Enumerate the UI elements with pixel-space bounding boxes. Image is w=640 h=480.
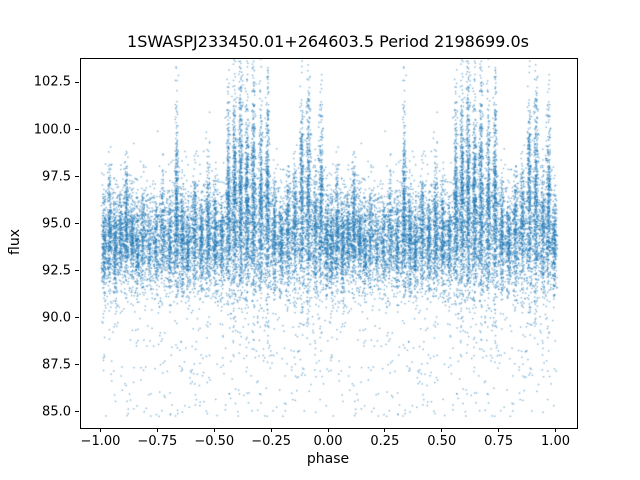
y-tick-label: 85.0 bbox=[42, 404, 71, 420]
x-tick-label: 0.25 bbox=[370, 434, 400, 449]
x-tick-mark bbox=[555, 428, 557, 432]
y-tick-label: 90.0 bbox=[42, 310, 71, 326]
y-tick-mark bbox=[75, 364, 79, 366]
x-tick-label: 0.50 bbox=[427, 434, 457, 449]
y-tick-mark bbox=[75, 270, 79, 272]
x-tick-mark bbox=[156, 428, 158, 432]
y-tick-label: 87.5 bbox=[42, 357, 71, 373]
y-tick-label: 97.5 bbox=[42, 169, 71, 185]
y-tick-mark bbox=[75, 129, 79, 131]
y-tick-mark bbox=[75, 317, 79, 319]
y-tick-label: 100.0 bbox=[33, 122, 71, 138]
x-tick-label: −0.50 bbox=[194, 434, 235, 449]
y-tick-label: 102.5 bbox=[33, 74, 71, 90]
x-tick-mark bbox=[213, 428, 215, 432]
y-tick-mark bbox=[75, 81, 79, 83]
x-tick-mark bbox=[270, 428, 272, 432]
scatter-canvas bbox=[81, 59, 577, 428]
plot-area bbox=[80, 58, 578, 429]
x-tick-mark bbox=[498, 428, 500, 432]
y-tick-label: 95.0 bbox=[42, 216, 71, 232]
x-tick-label: 1.00 bbox=[541, 434, 570, 449]
x-axis-label: phase bbox=[306, 451, 350, 467]
x-tick-label: −0.25 bbox=[251, 434, 292, 449]
x-tick-label: 0.00 bbox=[313, 434, 343, 449]
x-tick-label: −1.00 bbox=[80, 434, 121, 449]
x-tick-label: −0.75 bbox=[137, 434, 178, 449]
x-tick-mark bbox=[99, 428, 101, 432]
x-tick-label: 0.75 bbox=[484, 434, 514, 449]
y-tick-mark bbox=[75, 223, 79, 225]
x-tick-mark bbox=[441, 428, 443, 432]
y-tick-mark bbox=[75, 176, 79, 178]
chart-title: 1SWASPJ233450.01+264603.5 Period 2198699… bbox=[127, 32, 529, 51]
x-tick-mark bbox=[327, 428, 329, 432]
y-axis-label: flux bbox=[7, 229, 23, 255]
y-tick-mark bbox=[75, 411, 79, 413]
x-tick-mark bbox=[384, 428, 386, 432]
y-tick-label: 92.5 bbox=[42, 263, 71, 279]
